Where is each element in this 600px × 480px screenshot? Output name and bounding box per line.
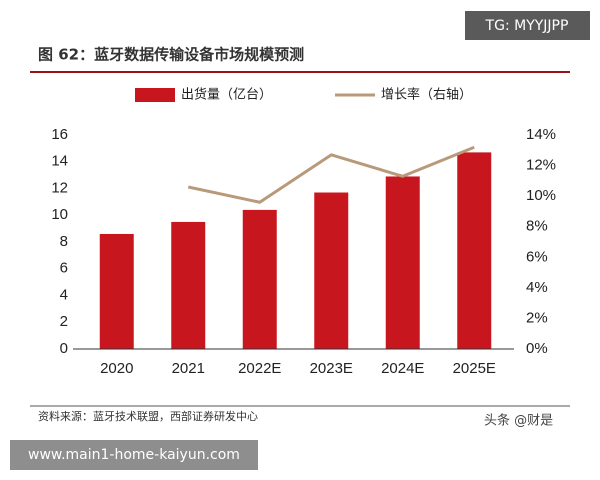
credit: 头条 @财是 xyxy=(484,413,553,429)
x-tick-label: 2022E xyxy=(238,360,281,377)
y2-tick-label: 6% xyxy=(526,248,548,265)
y2-tick-label: 0% xyxy=(526,340,548,357)
legend-swatch xyxy=(135,88,175,102)
bar xyxy=(99,233,134,349)
bar xyxy=(457,152,492,349)
y-tick-label: 14 xyxy=(51,153,68,170)
legend-label: 增长率（右轴） xyxy=(381,87,472,103)
legend-label: 出货量（亿台） xyxy=(181,87,272,103)
y-tick-label: 2 xyxy=(60,313,68,330)
watermark: TG: MYYJJPP xyxy=(485,18,569,34)
bar xyxy=(314,192,349,349)
y-tick-label: 4 xyxy=(60,286,68,303)
line xyxy=(187,145,475,204)
bar xyxy=(171,221,206,349)
y2-tick-label: 2% xyxy=(526,309,548,326)
chart-title: 图 62：蓝牙数据传输设备市场规模预测 xyxy=(38,46,304,64)
x-tick-label: 2020 xyxy=(100,360,133,377)
source: 资料来源：蓝牙技术联盟，西部证券研发中心 xyxy=(38,409,258,423)
y2-tick-label: 14% xyxy=(526,126,556,143)
y-tick-label: 0 xyxy=(60,340,68,357)
y-tick-label: 12 xyxy=(51,179,68,196)
y-tick-label: 10 xyxy=(51,206,68,223)
url: www.main1-home-kaiyun.com xyxy=(28,447,240,463)
y2-tick-label: 12% xyxy=(526,157,556,174)
x-tick-label: 2025E xyxy=(453,360,496,377)
y-tick-label: 16 xyxy=(51,126,68,143)
y-tick-label: 8 xyxy=(60,233,68,250)
bar xyxy=(242,209,277,349)
y2-tick-label: 8% xyxy=(526,218,548,235)
y2-tick-label: 10% xyxy=(526,187,556,204)
y-tick-label: 6 xyxy=(60,260,68,277)
x-tick-label: 2024E xyxy=(381,360,424,377)
y2-tick-label: 4% xyxy=(526,279,548,296)
bar xyxy=(385,176,420,349)
watermark-box xyxy=(465,11,590,40)
url-box xyxy=(10,440,258,470)
x-tick-label: 2023E xyxy=(310,360,353,377)
x-tick-label: 2021 xyxy=(172,360,205,377)
